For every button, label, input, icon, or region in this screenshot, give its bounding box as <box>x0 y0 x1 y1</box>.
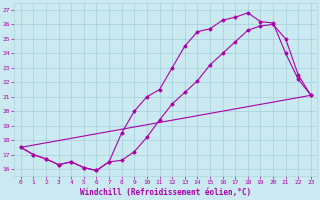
X-axis label: Windchill (Refroidissement éolien,°C): Windchill (Refroidissement éolien,°C) <box>80 188 252 197</box>
